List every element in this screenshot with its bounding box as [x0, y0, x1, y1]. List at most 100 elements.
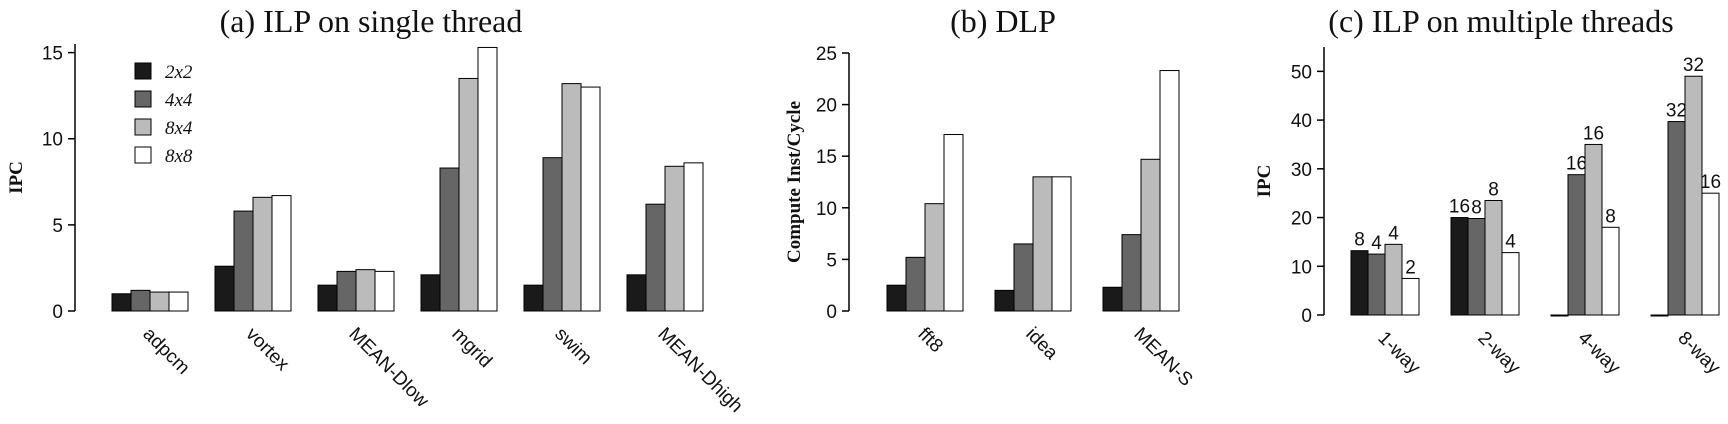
bar [1450, 217, 1469, 316]
x-tick-label: 1-way [1373, 328, 1424, 379]
bar [355, 269, 376, 312]
bar [1701, 192, 1720, 316]
bar [943, 134, 964, 312]
y-tick-label: 10 [42, 130, 63, 151]
x-tick-label: mgrid [447, 324, 495, 372]
bar-label: 8 [1471, 198, 1482, 219]
legend-label: 2x2 [165, 62, 193, 83]
y-axis-label: Compute Inst/Cycle [784, 101, 805, 263]
x-tick-label: vortex [241, 324, 293, 376]
bar-label: 8 [1354, 230, 1365, 251]
bar-label: 16 [1566, 154, 1587, 175]
bar [420, 274, 441, 312]
bar [1367, 253, 1386, 316]
bar [168, 291, 189, 312]
bar [1667, 121, 1686, 316]
bar [1102, 286, 1123, 312]
y-tick-label: 0 [1301, 306, 1312, 327]
y-axis-label: IPC [6, 161, 27, 194]
bar [1140, 158, 1161, 312]
bar [439, 167, 460, 312]
y-tick-label: 15 [42, 44, 63, 65]
bar [1051, 176, 1072, 312]
bar [1550, 314, 1569, 317]
bar [523, 284, 544, 312]
y-tick-label: 5 [52, 216, 63, 237]
bar [336, 270, 357, 312]
y-tick-label: 10 [1291, 257, 1312, 278]
y-tick-label: 0 [826, 302, 837, 323]
bar-label: 32 [1666, 101, 1687, 122]
bar [252, 196, 273, 312]
legend-swatch [134, 118, 152, 136]
bar [905, 256, 926, 312]
bar [542, 157, 563, 312]
y-tick-label: 5 [826, 250, 837, 271]
bar [645, 203, 666, 312]
y-axis-label: IPC [1254, 165, 1275, 198]
y-tick-label: 20 [816, 96, 837, 117]
bar [664, 165, 685, 312]
bar-label: 4 [1505, 232, 1516, 253]
bar-label: 16 [1449, 197, 1470, 218]
bar [111, 293, 132, 312]
y-tick-label: 50 [1291, 62, 1312, 83]
bar [924, 203, 945, 312]
bar-label: 4 [1371, 233, 1382, 254]
bar-label: 16 [1583, 123, 1604, 144]
bar [1384, 243, 1403, 316]
x-tick-label: MEAN-S [1129, 324, 1196, 391]
bar [580, 86, 601, 312]
bar [1013, 243, 1034, 312]
bar [626, 274, 647, 312]
y-tick-label: 25 [816, 44, 837, 65]
x-tick-label: adpcm [138, 324, 193, 379]
bar [561, 83, 582, 312]
bar [1484, 199, 1503, 316]
x-tick-label: idea [1021, 324, 1062, 365]
bar [214, 265, 235, 312]
bar [1501, 252, 1520, 316]
bar [1350, 250, 1369, 316]
bar [886, 284, 907, 312]
bar [374, 270, 395, 312]
legend-label: 8x8 [165, 146, 193, 167]
legend-swatch [134, 62, 152, 80]
bar [1401, 277, 1420, 316]
legend-swatch [134, 90, 152, 108]
legend-swatch [134, 146, 152, 164]
x-tick-label: fft8 [913, 324, 946, 357]
bar [271, 195, 292, 312]
bar-label: 4 [1388, 223, 1399, 244]
legend-label: 4x4 [165, 90, 193, 111]
bar-label: 8 [1488, 179, 1499, 200]
x-tick-label: MEAN-Dhigh [653, 324, 746, 417]
x-tick-label: MEAN-Dlow [344, 324, 432, 412]
x-tick-label: 8-way [1673, 328, 1724, 379]
y-tick-label: 20 [1291, 209, 1312, 230]
bar-label: 32 [1683, 55, 1704, 76]
bar [1467, 218, 1486, 316]
bar [1601, 226, 1620, 316]
bar [130, 289, 151, 312]
y-tick-label: 30 [1291, 160, 1312, 181]
chart-title: (c) ILP on multiple threads [1328, 3, 1673, 39]
bar-label: 2 [1405, 257, 1416, 278]
x-tick-label: swim [550, 324, 595, 369]
bar [149, 291, 170, 312]
y-tick-label: 40 [1291, 111, 1312, 132]
bar [1650, 314, 1669, 317]
bar [1121, 234, 1142, 312]
x-tick-label: 2-way [1473, 328, 1524, 379]
bar [458, 77, 479, 312]
y-tick-label: 15 [816, 147, 837, 168]
bar [683, 162, 704, 312]
y-tick-label: 10 [816, 199, 837, 220]
bar [1584, 143, 1603, 316]
bar [317, 284, 338, 312]
chart-title: (a) ILP on single thread [220, 3, 523, 39]
bar [1684, 75, 1703, 316]
y-tick-label: 0 [52, 302, 63, 323]
bar [1567, 174, 1586, 316]
